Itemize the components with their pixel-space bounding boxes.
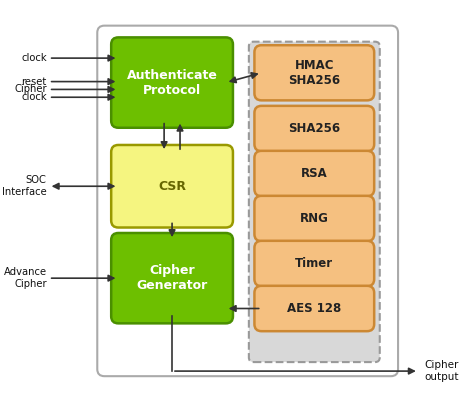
- Text: reset: reset: [22, 76, 47, 87]
- Text: CSR: CSR: [158, 180, 186, 193]
- Text: SHA256: SHA256: [288, 122, 340, 135]
- FancyBboxPatch shape: [255, 151, 374, 196]
- FancyBboxPatch shape: [255, 286, 374, 331]
- Text: SOC
Interface: SOC Interface: [2, 175, 47, 197]
- Text: Authenticate
Protocol: Authenticate Protocol: [127, 69, 218, 97]
- Text: Cipher: Cipher: [14, 84, 47, 95]
- FancyBboxPatch shape: [255, 45, 374, 100]
- Text: Cipher
Generator: Cipher Generator: [136, 264, 208, 292]
- FancyBboxPatch shape: [255, 106, 374, 151]
- Text: Timer: Timer: [295, 257, 334, 270]
- FancyBboxPatch shape: [111, 233, 233, 323]
- Text: HMAC
SHA256: HMAC SHA256: [288, 59, 340, 87]
- FancyBboxPatch shape: [255, 196, 374, 241]
- Text: clock: clock: [21, 53, 47, 63]
- FancyBboxPatch shape: [111, 37, 233, 128]
- Text: AES 128: AES 128: [287, 302, 341, 315]
- FancyBboxPatch shape: [249, 42, 380, 362]
- Text: Cipher
output: Cipher output: [425, 360, 459, 382]
- Text: Advance
Cipher: Advance Cipher: [4, 268, 47, 289]
- Text: RNG: RNG: [300, 212, 329, 225]
- FancyBboxPatch shape: [255, 241, 374, 286]
- Text: clock: clock: [21, 92, 47, 102]
- FancyBboxPatch shape: [111, 145, 233, 227]
- FancyBboxPatch shape: [97, 26, 398, 376]
- Text: RSA: RSA: [301, 167, 328, 180]
